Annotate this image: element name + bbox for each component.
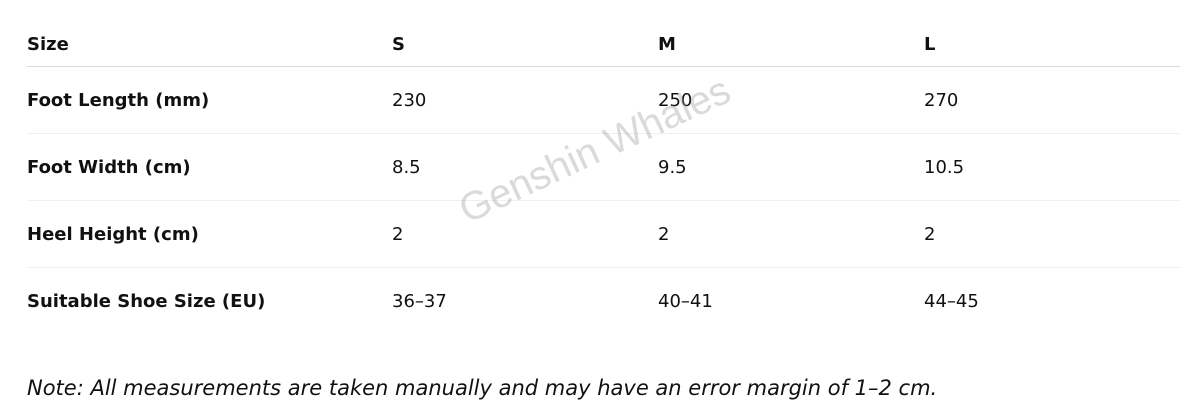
header-cell: S <box>392 22 658 67</box>
header-cell: M <box>658 22 924 67</box>
table-cell: 44–45 <box>924 290 979 312</box>
table-header-row: Size S M L <box>27 22 1180 67</box>
header-cell: Size <box>27 22 392 67</box>
header-cell: L <box>924 22 1180 67</box>
table-row: Foot Width (cm) 8.5 9.5 10.5 <box>27 133 1180 201</box>
table-cell: 8.5 <box>392 133 658 201</box>
table-cell: 2 <box>392 200 658 268</box>
table-cell: 36–37 <box>392 290 447 312</box>
table-row: Heel Height (cm) 2 2 2 <box>27 200 1180 268</box>
table-row: Foot Length (mm) 230 250 270 <box>27 66 1180 134</box>
table-row: Suitable Shoe Size (EU) 36–37 40–41 44–4… <box>27 268 1180 335</box>
measurement-note: Note: All measurements are taken manuall… <box>27 376 938 400</box>
row-label: Foot Length (mm) <box>27 66 392 134</box>
row-label: Suitable Shoe Size (EU) <box>27 290 266 312</box>
table-cell: 230 <box>392 66 658 134</box>
table-cell: 10.5 <box>924 133 1180 201</box>
row-label: Foot Width (cm) <box>27 133 392 201</box>
row-label: Heel Height (cm) <box>27 200 392 268</box>
size-chart-table: Size S M L Foot Length (mm) 230 250 270 … <box>27 22 1180 334</box>
table-cell: 270 <box>924 66 1180 134</box>
table-cell: 2 <box>924 200 1180 268</box>
table-cell: 9.5 <box>658 133 924 201</box>
table-cell: 40–41 <box>658 290 713 312</box>
table-cell: 250 <box>658 66 924 134</box>
table-cell: 2 <box>658 200 924 268</box>
